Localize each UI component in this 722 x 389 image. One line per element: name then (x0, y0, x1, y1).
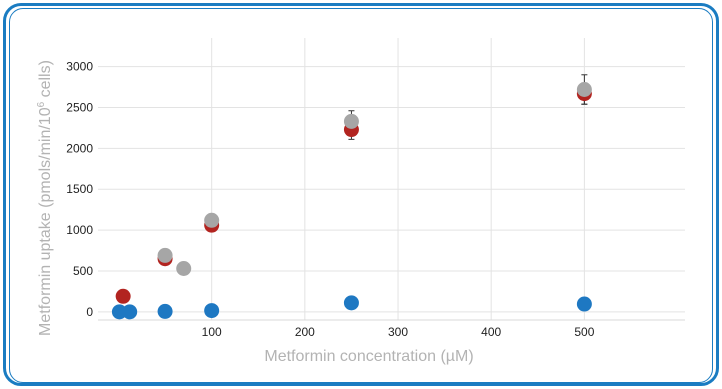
data-point (122, 304, 138, 320)
y-axis-title: Metformin uptake (pmols/min/106 cells) (36, 60, 54, 336)
y-tick-label: 1000 (66, 223, 93, 237)
y-tick-label: 2000 (66, 141, 93, 155)
data-point (204, 303, 220, 319)
data-point (343, 295, 359, 311)
x-axis-title: Metformin concentration (µM) (264, 348, 473, 365)
y-axis-title-superscript: 6 (36, 101, 47, 107)
y-tick-label: 0 (86, 305, 93, 319)
data-point (157, 247, 173, 263)
x-tick-label: 200 (295, 325, 315, 339)
grid-lines (98, 38, 685, 321)
y-tick-label: 1500 (66, 182, 93, 196)
y-axis-title-end: cells) (37, 60, 54, 102)
data-point (157, 303, 173, 319)
x-axis-ticks: 100 200 300 400 500 (202, 325, 595, 339)
y-tick-label: 500 (73, 264, 93, 278)
y-axis-ticks: 0 500 1000 1500 2000 2500 3000 (66, 60, 93, 319)
y-tick-label: 2500 (66, 100, 93, 114)
data-point (115, 288, 131, 304)
data-point (111, 304, 127, 320)
chart-inner-frame (9, 8, 713, 383)
y-axis-title-main: Metformin uptake (pmols/min/10 (37, 107, 54, 336)
x-tick-label: 100 (202, 325, 222, 339)
data-point (576, 296, 592, 312)
data-point (204, 212, 220, 228)
x-tick-label: 400 (481, 325, 501, 339)
x-tick-label: 500 (574, 325, 594, 339)
data-point (343, 113, 359, 129)
data-points (111, 74, 592, 320)
y-tick-label: 3000 (66, 60, 93, 74)
data-point (176, 261, 192, 277)
data-point (576, 81, 592, 97)
x-tick-label: 300 (388, 325, 408, 339)
